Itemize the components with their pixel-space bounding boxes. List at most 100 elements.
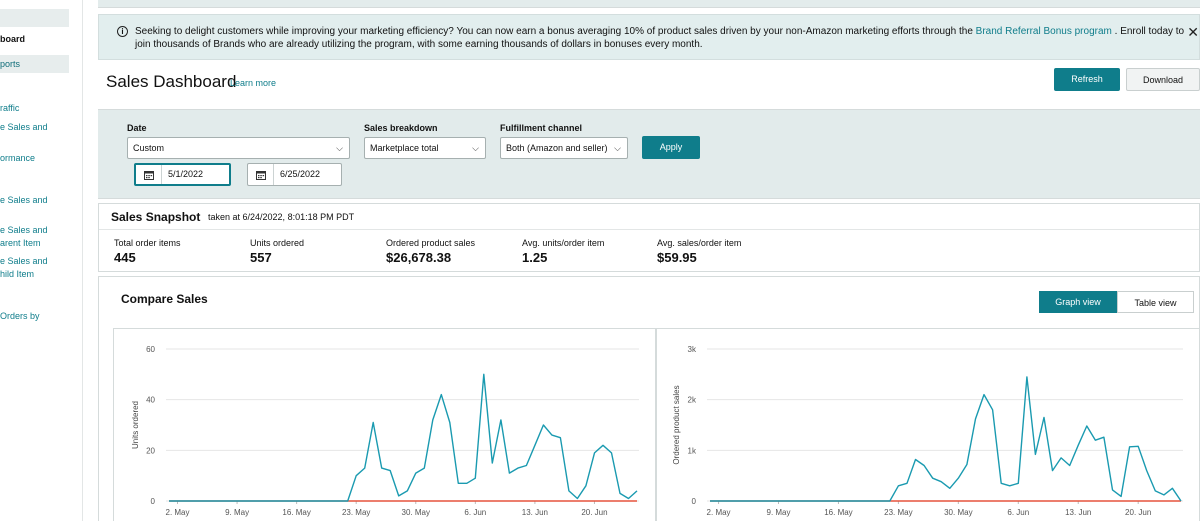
x-tick-label: 20. Jun	[1125, 508, 1151, 517]
sidebar-item-sales-and-2[interactable]: e Sales and	[0, 195, 48, 205]
top-strip	[98, 0, 1200, 8]
refresh-button[interactable]: Refresh	[1054, 68, 1120, 91]
snapshot-header: Sales Snapshot taken at 6/24/2022, 8:01:…	[99, 204, 1199, 230]
end-date-input[interactable]: 6/25/2022	[247, 163, 342, 186]
sidebar-top-highlight	[0, 9, 69, 27]
y-tick-label: 2k	[688, 396, 697, 405]
x-tick-label: 23. May	[342, 508, 370, 517]
metric-label: Total order items	[114, 238, 181, 248]
sidebar-item-orders-by[interactable]: Orders by	[0, 311, 40, 321]
channel-label: Fulfillment channel	[500, 123, 583, 133]
date-select[interactable]: Custom ⌵	[127, 137, 350, 159]
banner-text-before: Seeking to delight customers while impro…	[135, 26, 976, 37]
banner-text-after: . Enroll today to join thousands of Bran…	[135, 26, 1185, 50]
promo-banner: i Seeking to delight customers while imp…	[98, 14, 1200, 60]
start-date-input[interactable]: 5/1/2022	[134, 163, 231, 186]
date-select-value: Custom	[133, 143, 165, 153]
download-button[interactable]: Download	[1126, 68, 1200, 91]
breakdown-select[interactable]: Marketplace total ⌵	[364, 137, 486, 159]
y-tick-label: 1k	[688, 446, 697, 455]
metric-avg-units-per-order-item: Avg. units/order item 1.25	[522, 238, 604, 265]
y-tick-label: 60	[146, 345, 155, 354]
y-tick-label: 3k	[688, 345, 697, 354]
y-axis-label: Ordered product sales	[672, 385, 681, 464]
metric-units-ordered: Units ordered 557	[250, 238, 304, 265]
x-tick-label: 2. May	[707, 508, 731, 517]
product-sales-chart: 0 1k 2k 3k Ordered product sales 2. May 9. May…	[656, 328, 1200, 521]
y-tick-label: 0	[151, 497, 156, 506]
x-tick-label: 30. May	[402, 508, 430, 517]
x-tick-label: 6. Jun	[464, 508, 486, 517]
chevron-down-icon: ⌵	[336, 143, 343, 153]
sidebar-item-traffic[interactable]: raffic	[0, 103, 20, 113]
sidebar-item-performance[interactable]: ormance	[0, 153, 36, 163]
channel-select[interactable]: Both (Amazon and seller) ⌵	[500, 137, 628, 159]
sidebar-item-dashboard[interactable]: board	[0, 34, 26, 44]
sidebar-item-reports[interactable]: ports	[0, 55, 69, 73]
x-tick-label: 30. May	[944, 508, 972, 517]
snapshot-timestamp: taken at 6/24/2022, 8:01:18 PM PDT	[208, 212, 355, 222]
sidebar-item-sales-and-1[interactable]: e Sales and	[0, 122, 48, 132]
breakdown-label: Sales breakdown	[364, 123, 438, 133]
x-tick-label: 20. Jun	[581, 508, 607, 517]
y-tick-label: 0	[692, 497, 697, 506]
metric-total-order-items: Total order items 445	[114, 238, 181, 265]
x-tick-label: 9. May	[225, 508, 249, 517]
sidebar-item-sales-and-3[interactable]: e Sales and	[0, 225, 48, 235]
metric-value: $26,678.38	[386, 250, 452, 265]
metric-label: Ordered product sales	[386, 238, 476, 248]
x-tick-label: 23. May	[884, 508, 912, 517]
compare-sales-title: Compare Sales	[121, 292, 208, 306]
start-date-value: 5/1/2022	[168, 169, 204, 179]
series-line-main	[169, 373, 638, 502]
graph-view-toggle[interactable]: Graph view	[1039, 291, 1117, 313]
x-tick-label: 13. Jun	[522, 508, 548, 517]
page-title: Sales Dashboard	[106, 72, 237, 91]
units-ordered-chart-svg: 0 20 40 60 Units ordered 2. May 9. May 16. May 2…	[131, 345, 639, 517]
banner-text: Seeking to delight customers while impro…	[135, 25, 1185, 51]
close-icon[interactable]: ✕	[1187, 24, 1199, 40]
metric-value: $59.95	[657, 250, 697, 265]
breakdown-select-value: Marketplace total	[370, 143, 439, 153]
end-date-value: 6/25/2022	[280, 169, 321, 179]
metric-ordered-product-sales: Ordered product sales $26,678.38	[386, 238, 475, 265]
sidebar-item-child-item[interactable]: hild Item	[0, 269, 35, 279]
brand-referral-link[interactable]: Brand Referral Bonus program	[975, 26, 1112, 37]
apply-button[interactable]: Apply	[642, 136, 700, 159]
calendar-icon	[136, 165, 162, 184]
metric-label: Avg. units/order item	[522, 238, 605, 248]
chevron-down-icon: ⌵	[614, 143, 621, 153]
metric-value: 445	[114, 250, 136, 265]
product-sales-chart-svg: 0 1k 2k 3k Ordered product sales 2. May 9. May…	[672, 345, 1183, 517]
y-tick-label: 20	[146, 446, 155, 455]
x-tick-label: 9. May	[767, 508, 791, 517]
calendar-icon	[248, 164, 274, 185]
sidebar-item-sales-and-4[interactable]: e Sales and	[0, 256, 48, 266]
compare-sales-panel: Compare Sales Graph view Table view	[98, 276, 1200, 521]
y-axis-label: Units ordered	[131, 401, 140, 449]
sales-snapshot: Sales Snapshot taken at 6/24/2022, 8:01:…	[98, 203, 1200, 272]
snapshot-title: Sales Snapshot	[111, 210, 201, 224]
y-tick-label: 40	[146, 396, 155, 405]
x-tick-label: 6. Jun	[1007, 508, 1029, 517]
metric-label: Units ordered	[250, 238, 305, 248]
metric-value: 1.25	[522, 250, 548, 265]
info-icon: i	[117, 26, 128, 37]
x-tick-label: 16. May	[282, 508, 310, 517]
metric-label: Avg. sales/order item	[657, 238, 742, 248]
x-tick-label: 13. Jun	[1065, 508, 1091, 517]
metric-value: 557	[250, 250, 272, 265]
x-tick-label: 16. May	[824, 508, 852, 517]
series-line-main	[710, 376, 1182, 502]
metric-avg-sales-per-order-item: Avg. sales/order item $59.95	[657, 238, 741, 265]
learn-more-link[interactable]: Learn more	[230, 78, 277, 88]
x-tick-label: 2. May	[166, 508, 190, 517]
sidebar: board ports raffic e Sales and ormance e…	[0, 0, 83, 521]
sidebar-item-parent-item[interactable]: arent Item	[0, 238, 41, 248]
chevron-down-icon: ⌵	[472, 143, 479, 153]
date-label: Date	[127, 123, 147, 133]
channel-select-value: Both (Amazon and seller)	[506, 143, 608, 153]
units-ordered-chart: 0 20 40 60 Units ordered 2. May 9. May 16. May 2…	[113, 328, 656, 521]
table-view-toggle[interactable]: Table view	[1117, 291, 1194, 313]
